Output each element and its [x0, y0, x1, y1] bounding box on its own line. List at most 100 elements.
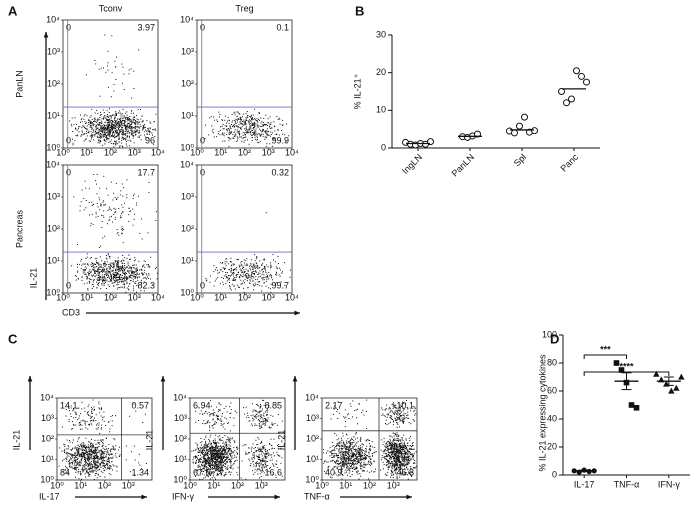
event — [267, 125, 268, 127]
event — [77, 419, 79, 420]
event — [81, 276, 83, 278]
event — [91, 137, 93, 138]
event — [263, 117, 265, 119]
event — [101, 124, 103, 126]
event — [123, 73, 125, 75]
event — [72, 447, 74, 449]
event — [233, 271, 235, 273]
event — [268, 131, 270, 132]
event — [237, 136, 238, 138]
event — [147, 264, 149, 265]
event — [116, 456, 118, 458]
event — [230, 448, 232, 450]
event — [254, 108, 256, 110]
event — [203, 449, 205, 451]
event — [213, 285, 215, 287]
x-tick-label: 10¹ — [214, 148, 227, 158]
event — [265, 405, 267, 407]
event — [212, 465, 214, 466]
event — [249, 282, 251, 284]
event — [117, 124, 119, 126]
event — [86, 253, 88, 255]
event — [139, 464, 141, 466]
event — [218, 418, 220, 420]
event — [113, 127, 115, 129]
event — [107, 449, 109, 451]
event — [228, 458, 230, 460]
event — [205, 278, 207, 279]
event — [233, 112, 235, 114]
event — [268, 406, 270, 408]
event — [246, 120, 247, 121]
event — [126, 135, 128, 137]
event — [84, 133, 86, 135]
event — [218, 461, 220, 463]
event — [226, 128, 228, 130]
event — [265, 130, 267, 132]
event — [208, 457, 209, 458]
event — [136, 115, 137, 117]
event — [85, 454, 87, 456]
event — [97, 277, 99, 279]
y-tick-label: 10 — [376, 105, 386, 115]
event — [134, 459, 136, 461]
event — [109, 264, 111, 266]
event — [102, 215, 104, 217]
event — [216, 442, 218, 444]
event — [262, 470, 264, 472]
event — [113, 124, 115, 126]
event — [121, 183, 123, 185]
event — [217, 411, 219, 413]
event — [88, 455, 90, 457]
event — [112, 448, 114, 450]
event — [224, 269, 225, 270]
event — [260, 449, 262, 451]
event — [255, 265, 257, 267]
x-tick-label: 10² — [104, 293, 117, 303]
event — [260, 460, 261, 461]
event — [117, 133, 119, 135]
event — [264, 455, 266, 457]
event — [77, 462, 79, 464]
event — [246, 453, 248, 455]
event — [124, 269, 125, 271]
event — [94, 455, 96, 457]
event — [124, 125, 126, 127]
event — [98, 263, 100, 265]
event — [211, 467, 213, 469]
event — [258, 438, 260, 440]
event — [78, 453, 79, 455]
event — [75, 424, 77, 426]
event — [91, 201, 93, 203]
event — [226, 447, 227, 449]
event — [122, 132, 124, 134]
event — [112, 445, 114, 447]
event — [85, 128, 87, 130]
event — [258, 424, 260, 426]
event — [234, 113, 236, 115]
event — [117, 273, 119, 274]
event — [96, 262, 98, 264]
event — [75, 466, 76, 468]
event — [217, 461, 219, 463]
event — [85, 447, 87, 449]
event — [99, 95, 101, 97]
event — [248, 447, 250, 449]
event — [101, 445, 103, 447]
event — [208, 465, 210, 467]
event — [249, 282, 250, 284]
event — [274, 261, 276, 263]
event — [127, 122, 129, 124]
event — [114, 261, 116, 263]
x-tick-label: 10⁴ — [285, 148, 299, 158]
event — [230, 458, 232, 460]
event — [131, 272, 132, 274]
event — [93, 445, 94, 446]
event — [78, 407, 80, 409]
event — [79, 422, 81, 424]
event — [230, 462, 232, 464]
event — [234, 133, 236, 135]
event — [205, 460, 207, 462]
quadrant-label: 8.85 — [264, 400, 282, 410]
event — [113, 84, 115, 85]
